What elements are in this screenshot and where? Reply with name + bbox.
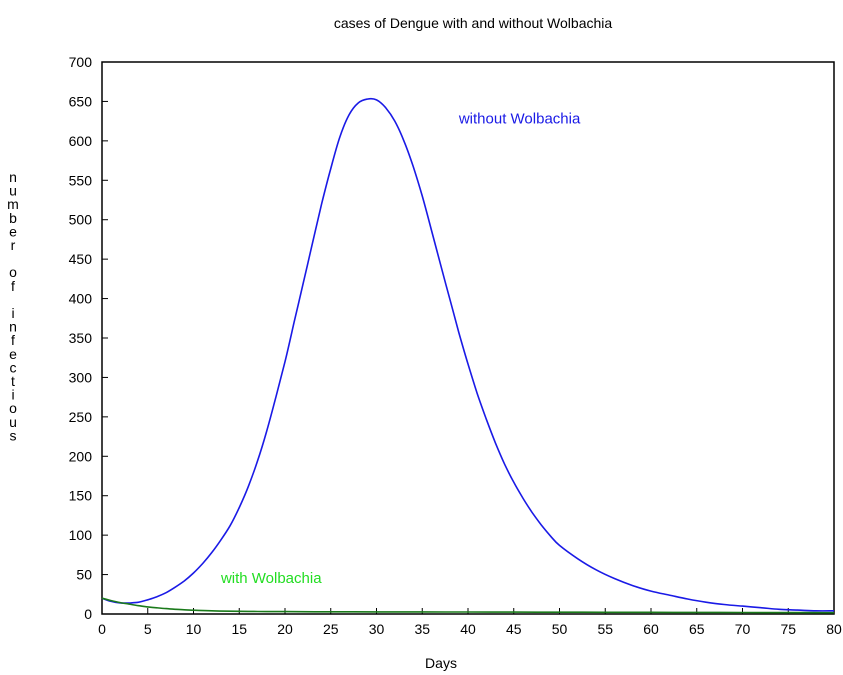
series-line-1 xyxy=(101,597,835,614)
y-tick-label: 200 xyxy=(69,448,93,464)
y-axis-label-char: e xyxy=(9,346,17,362)
y-axis-label-char: u xyxy=(9,414,17,430)
y-axis-label-char: e xyxy=(9,223,17,239)
x-tick-label: 50 xyxy=(552,621,568,637)
y-tick-label: 400 xyxy=(69,291,93,307)
x-tick-label: 35 xyxy=(414,621,430,637)
x-tick-label: 60 xyxy=(643,621,659,637)
y-tick-label: 650 xyxy=(69,93,93,109)
y-tick-label: 700 xyxy=(69,54,93,70)
x-tick-label: 15 xyxy=(231,621,247,637)
y-axis-label-char: f xyxy=(11,332,15,348)
x-tick-label: 80 xyxy=(826,621,842,637)
y-axis-label-char: s xyxy=(10,427,17,443)
x-tick-label: 0 xyxy=(98,621,106,637)
y-tick-label: 450 xyxy=(69,251,93,267)
x-tick-label: 65 xyxy=(689,621,705,637)
y-axis-label-char: n xyxy=(9,319,17,335)
x-tick-label: 40 xyxy=(460,621,476,637)
x-tick-label: 45 xyxy=(506,621,522,637)
y-axis-label-char: c xyxy=(10,359,17,375)
y-axis: 0 50 100 150 200 250 300 350 400 450 500 550 600 650 7… xyxy=(69,54,108,622)
y-tick-label: 500 xyxy=(69,212,93,228)
x-tick-label: 55 xyxy=(597,621,613,637)
y-axis-label-char: b xyxy=(9,210,17,226)
x-tick-label: 5 xyxy=(144,621,152,637)
y-axis-label-char: r xyxy=(11,237,16,253)
annotation-0: without Wolbachia xyxy=(458,111,581,128)
y-tick-label: 350 xyxy=(69,330,93,346)
x-axis-label: Days xyxy=(425,655,457,671)
plot-frame xyxy=(101,61,835,615)
y-axis-label-char: i xyxy=(11,305,14,321)
annotations: without Wolbachia with Wolbachia xyxy=(220,111,581,588)
x-tick-label: 25 xyxy=(323,621,339,637)
x-tick-label: 70 xyxy=(735,621,751,637)
series-layer xyxy=(101,97,835,614)
y-axis-label-char: u xyxy=(9,183,17,199)
y-axis-label-char: n xyxy=(9,169,17,185)
x-tick-label: 75 xyxy=(780,621,796,637)
annotation-1: with Wolbachia xyxy=(220,570,322,587)
x-tick-label: 20 xyxy=(277,621,293,637)
y-tick-label: 250 xyxy=(69,409,93,425)
chart-title: cases of Dengue with and without Wolbach… xyxy=(334,15,613,31)
y-tick-label: 50 xyxy=(76,567,92,583)
series-line-0 xyxy=(101,97,835,612)
y-axis-label-char: o xyxy=(9,264,17,280)
y-tick-label: 550 xyxy=(69,172,93,188)
y-tick-label: 100 xyxy=(69,527,93,543)
x-tick-label: 30 xyxy=(369,621,385,637)
y-tick-label: 300 xyxy=(69,369,93,385)
x-tick-label: 10 xyxy=(186,621,202,637)
y-tick-label: 600 xyxy=(69,133,93,149)
y-tick-label: 0 xyxy=(84,606,92,622)
x-axis: 0 5 10 15 20 25 30 35 40 45 50 55 60 65 70 75 80 xyxy=(98,608,842,637)
y-axis-label-char: t xyxy=(11,373,15,389)
y-axis-label-char: o xyxy=(9,400,17,416)
y-axis-label-char: f xyxy=(11,278,15,294)
y-axis-label-char: i xyxy=(11,387,14,403)
y-axis-label-char: m xyxy=(7,196,19,212)
y-tick-label: 150 xyxy=(69,488,93,504)
